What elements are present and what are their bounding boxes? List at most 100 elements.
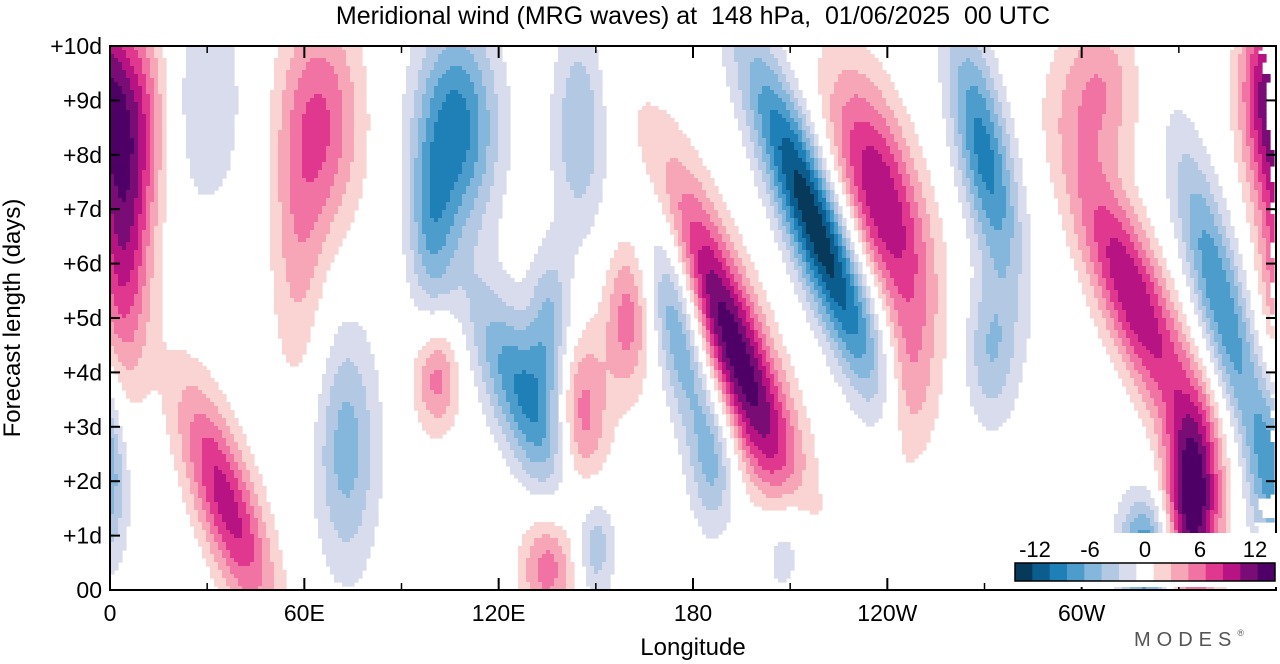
contour-cell (1094, 286, 1103, 291)
contour-cell (154, 274, 163, 279)
contour-cell (814, 162, 819, 167)
contour-cell (302, 138, 331, 143)
contour-cell (1154, 266, 1163, 271)
contour-cell (482, 74, 495, 79)
contour-cell (1062, 94, 1083, 99)
contour-cell (162, 142, 167, 147)
contour-cell (1078, 270, 1087, 275)
contour-cell (1262, 142, 1271, 147)
contour-cell (886, 242, 907, 247)
contour-cell (426, 78, 439, 83)
contour-cell (1214, 238, 1223, 243)
contour-cell (754, 322, 763, 327)
contour-cell (734, 106, 743, 111)
contour-cell (326, 106, 343, 111)
contour-cell (122, 246, 127, 251)
contour-cell (846, 266, 851, 271)
contour-cell (554, 90, 567, 95)
contour-cell (882, 154, 895, 159)
contour-cell (1190, 234, 1203, 239)
contour-cell (810, 254, 819, 259)
contour-cell (130, 58, 143, 63)
contour-cell (862, 306, 867, 311)
contour-cell (914, 162, 927, 167)
contour-cell (1258, 82, 1267, 87)
contour-cell (742, 338, 751, 343)
contour-cell (478, 350, 487, 355)
contour-cell (418, 282, 487, 287)
contour-cell (466, 342, 475, 347)
contour-cell (714, 202, 727, 207)
contour-cell (998, 98, 1007, 103)
contour-cell (418, 306, 471, 311)
contour-cell (1078, 186, 1111, 191)
contour-cell (974, 330, 991, 335)
contour-cell (114, 326, 139, 331)
contour-cell (734, 286, 739, 291)
contour-cell (198, 186, 219, 191)
contour-cell (550, 126, 563, 131)
contour-cell (814, 158, 819, 163)
contour-cell (110, 166, 131, 171)
contour-cell (798, 98, 807, 103)
contour-cell (1082, 258, 1091, 263)
contour-cell (682, 194, 695, 199)
contour-cell (282, 122, 291, 127)
contour-cell (818, 338, 827, 343)
contour-cell (138, 142, 147, 147)
contour-cell (662, 334, 671, 339)
contour-cell (682, 250, 687, 255)
contour-cell (774, 182, 783, 187)
contour-cell (110, 198, 123, 203)
contour-cell (1170, 290, 1179, 295)
contour-cell (410, 46, 427, 51)
contour-cell (606, 330, 619, 335)
contour-cell (982, 262, 995, 267)
contour-cell (1250, 198, 1259, 203)
contour-cell (962, 182, 971, 187)
contour-cell (1042, 106, 1063, 111)
contour-cell (270, 142, 279, 147)
contour-cell (1254, 182, 1263, 187)
contour-cell (1246, 74, 1251, 79)
contour-cell (950, 114, 959, 119)
contour-cell (1118, 238, 1131, 243)
contour-cell (562, 110, 595, 115)
contour-cell (1066, 242, 1079, 247)
contour-cell (778, 62, 791, 67)
contour-cell (1234, 262, 1243, 267)
contour-cell (738, 74, 751, 79)
contour-cell (862, 246, 867, 251)
contour-cell (430, 106, 443, 111)
contour-cell (938, 282, 947, 287)
contour-cell (1194, 286, 1199, 291)
contour-cell (1246, 110, 1251, 115)
contour-cell (1078, 54, 1119, 59)
contour-cell (1110, 258, 1135, 263)
contour-cell (274, 294, 291, 299)
contour-cell (798, 114, 807, 119)
contour-cell (342, 46, 363, 51)
contour-cell (114, 218, 135, 223)
contour-cell (818, 290, 823, 295)
contour-cell (130, 226, 139, 231)
contour-cell (146, 90, 155, 95)
contour-cell (1250, 190, 1259, 195)
contour-cell (882, 274, 891, 279)
contour-cell (410, 286, 423, 291)
contour-cell (842, 186, 847, 191)
contour-cell (110, 134, 131, 139)
contour-cell (518, 346, 531, 351)
contour-cell (738, 70, 751, 75)
contour-cell (1202, 194, 1215, 199)
contour-cell (590, 178, 603, 183)
contour-cell (762, 342, 767, 347)
contour-cell (794, 118, 803, 123)
contour-cell (354, 98, 367, 103)
contour-cell (738, 254, 751, 259)
contour-cell (898, 170, 907, 175)
contour-cell (914, 278, 927, 283)
contour-cell (1126, 346, 1135, 351)
contour-cell (158, 66, 167, 71)
contour-cell (882, 302, 887, 307)
